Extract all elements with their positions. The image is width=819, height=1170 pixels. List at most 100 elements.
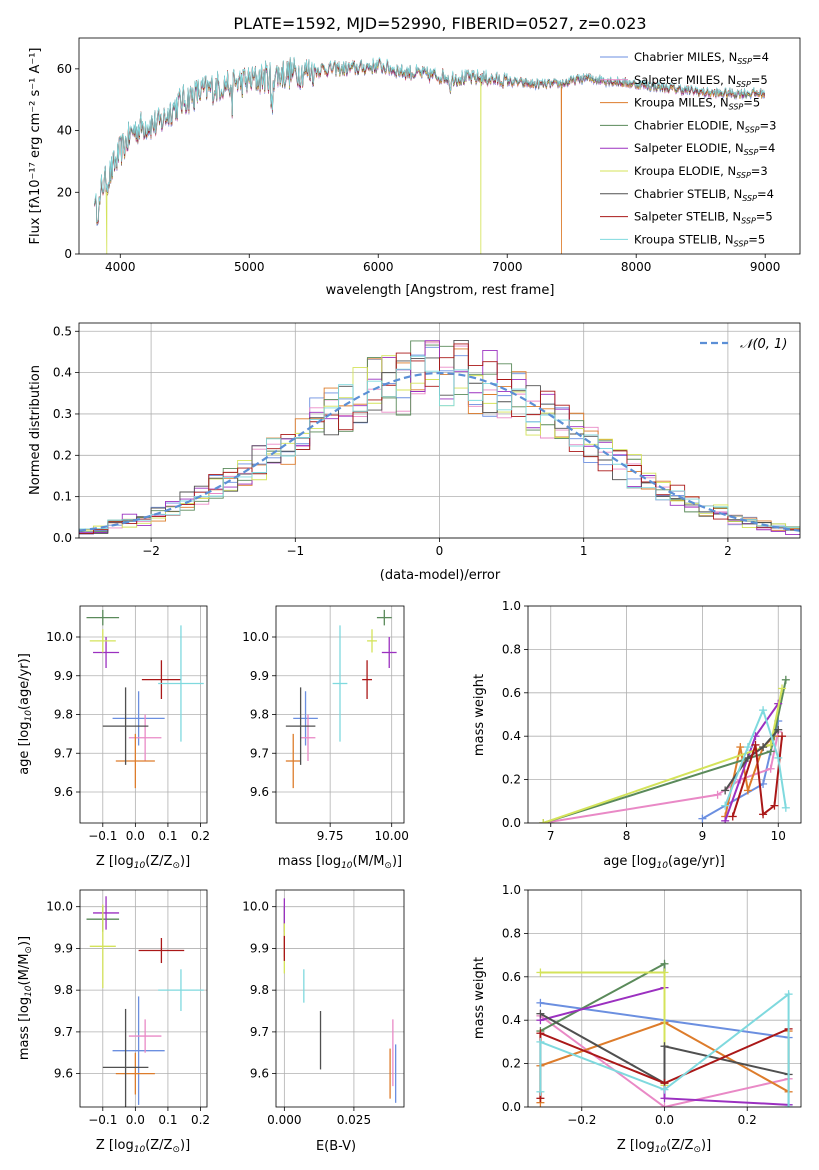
gaussian-curve: [79, 371, 800, 532]
y-tick-label: 40: [57, 124, 72, 138]
plot-area: [283, 898, 397, 1103]
plot-area: [539, 675, 790, 823]
y-tick-label: 0.8: [502, 926, 521, 940]
x-tick-label: 0.2: [191, 1113, 210, 1127]
x-tick-label: −1: [286, 544, 304, 558]
y-tick-label: 0.4: [502, 1013, 521, 1027]
y-tick-label: 0: [64, 247, 72, 261]
legend-label: Kroupa MILES, NSSP=5: [634, 96, 760, 112]
weight-age-ylabel: mass weight: [472, 674, 487, 756]
legend-label: Salpeter ELODIE, NSSP=4: [634, 141, 775, 157]
y-tick-label: 10.0: [46, 630, 73, 644]
axes-frame: [527, 605, 802, 824]
spectrum-xlabel: wavelength [Angstrom, rest frame]: [326, 283, 555, 298]
x-tick-label: 0.2: [191, 829, 210, 843]
y-tick-label: 9.9: [250, 669, 269, 683]
weight-vs-z-panel: mass weight −0.2 0.0 0.2 0.0 0.2 0.4 0.6 0.8 1.0…: [472, 883, 802, 1155]
x-tick-label: 6000: [363, 260, 394, 274]
y-tick-label: 9.6: [54, 785, 73, 799]
age-vs-z-panel: −0.1 0.0 0.1 0.2 9.6 9.7 9.8 9.9 10.0 Z [log10(Z/…: [17, 605, 210, 871]
x-tick-label: 0.000: [267, 1113, 301, 1127]
y-tick-label: 9.7: [54, 1025, 73, 1039]
axes-frame: [527, 889, 802, 1108]
y-tick-label: 10.0: [242, 900, 269, 914]
legend-label: Kroupa STELIB, NSSP=5: [634, 232, 765, 248]
residual-histogram-panel: (data-model)/error Normed distribution −…: [28, 322, 801, 583]
y-tick-label: 0.2: [502, 1057, 521, 1071]
y-tick-label: 0.0: [502, 816, 521, 830]
spectrum-legend: Chabrier MILES, NSSP=4 Salpeter MILES, NS…: [600, 50, 776, 248]
y-tick-label: 10.0: [242, 630, 269, 644]
legend-label: Chabrier STELIB, NSSP=4: [634, 187, 774, 203]
y-tick-label: 9.6: [54, 1067, 73, 1081]
y-tick-label: 0.0: [502, 1100, 521, 1114]
y-tick-label: 0.3: [53, 407, 72, 421]
axes-frame: [79, 889, 208, 1108]
x-tick-label: 0.025: [337, 1113, 371, 1127]
mass-vs-z-panel: −0.1 0.0 0.1 0.2 9.6 9.7 9.8 9.9 10.0 Z [log10(Z/…: [17, 889, 210, 1155]
legend-label: Chabrier ELODIE, NSSP=3: [634, 118, 776, 134]
x-tick-label: 10.00: [375, 829, 409, 843]
plot-area: [86, 609, 204, 789]
histogram-ylabel: Normed distribution: [28, 365, 43, 495]
legend-label: Salpeter MILES, NSSP=5: [634, 73, 768, 89]
ebv-xlabel: E(B-V): [316, 1139, 356, 1154]
age-z-ylabel: age [log10(age/yr)]: [17, 653, 34, 775]
weight-line: [539, 1015, 789, 1107]
x-tick-label: −2: [142, 544, 160, 558]
x-tick-label: −0.1: [88, 829, 117, 843]
x-tick-label: −0.1: [88, 1113, 117, 1127]
x-tick-label: 10: [771, 829, 786, 843]
x-tick-label: 0.0: [655, 1113, 674, 1127]
legend-label: 𝒩(0, 1): [740, 337, 787, 352]
y-tick-label: 9.6: [250, 785, 269, 799]
mass-z-xlabel: Z [log10(Z/Z⊙)]: [96, 1138, 190, 1155]
age-vs-mass-panel: 9.75 10.00 9.6 9.7 9.8 9.9 10.0 mass [log10(M/M…: [242, 605, 409, 871]
plot-area: [86, 896, 204, 1107]
x-tick-label: 7000: [492, 260, 523, 274]
weight-age-xlabel: age [log10(age/yr)]: [603, 854, 725, 871]
y-tick-label: 10.0: [46, 900, 73, 914]
x-tick-label: 1: [580, 544, 588, 558]
x-tick-label: 9000: [750, 260, 781, 274]
x-tick-label: 2: [724, 544, 732, 558]
x-tick-label: 4000: [105, 260, 136, 274]
legend-label: Chabrier MILES, NSSP=4: [634, 50, 769, 66]
y-tick-label: 9.9: [250, 941, 269, 955]
axes-frame: [79, 605, 208, 824]
y-tick-label: 60: [57, 62, 72, 76]
y-tick-label: 0.4: [502, 729, 521, 743]
axes-frame: [275, 605, 405, 824]
y-tick-label: 9.8: [250, 708, 269, 722]
x-tick-label: 0.2: [738, 1113, 757, 1127]
x-tick-label: 8000: [621, 260, 652, 274]
y-tick-label: 1.0: [502, 599, 521, 613]
x-tick-label: 8: [623, 829, 631, 843]
axes-frame: [78, 322, 801, 539]
histogram-legend: 𝒩(0, 1): [700, 337, 787, 352]
x-tick-label: 0.1: [158, 829, 177, 843]
weight-vs-age-panel: mass weight 7 8 9 10 0.0 0.2 0.4 0.6 0.8 1.0 age […: [472, 599, 802, 871]
y-tick-label: 9.9: [54, 669, 73, 683]
spectrum-line: [94, 56, 765, 223]
x-tick-label: 0.1: [158, 1113, 177, 1127]
y-tick-label: 0.5: [53, 324, 72, 338]
x-tick-label: 0: [436, 544, 444, 558]
axes-frame: [78, 37, 801, 255]
spectrum-title: PLATE=1592, MJD=52990, FIBERID=0527, z=0…: [233, 14, 646, 33]
y-tick-label: 0.6: [502, 686, 521, 700]
weight-z-ylabel: mass weight: [472, 957, 487, 1039]
weight-line: [539, 1012, 789, 1085]
x-tick-label: 9: [699, 829, 707, 843]
axes-frame: [275, 889, 405, 1108]
y-tick-label: 0.0: [53, 531, 72, 545]
y-tick-label: 0.1: [53, 490, 72, 504]
y-tick-label: 0.4: [53, 366, 72, 380]
x-tick-label: 0.0: [126, 1113, 145, 1127]
histogram-xlabel: (data-model)/error: [380, 568, 501, 583]
x-tick-label: 0.0: [126, 829, 145, 843]
weight-line: [543, 731, 780, 823]
y-tick-label: 0.2: [53, 448, 72, 462]
weight-z-xlabel: Z [log10(Z/Z⊙)]: [617, 1138, 711, 1155]
